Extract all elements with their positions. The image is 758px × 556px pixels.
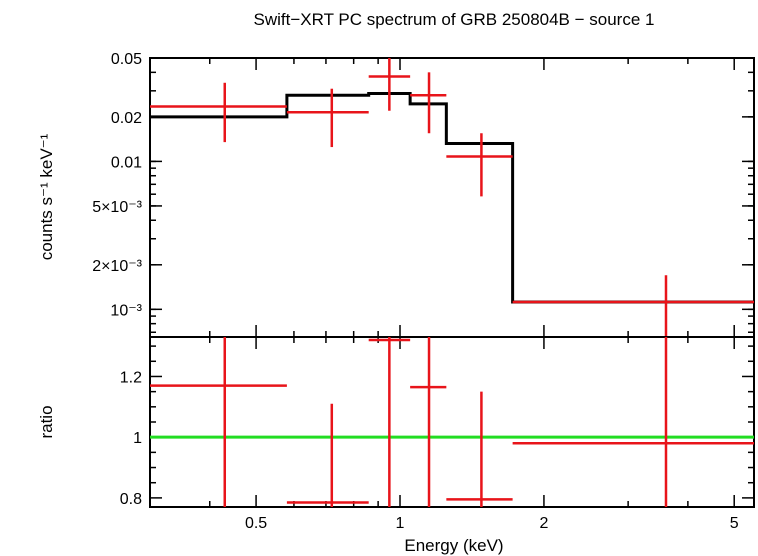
ratio-data-point bbox=[150, 337, 287, 507]
y-tick-label: 10⁻³ bbox=[110, 302, 142, 319]
spectrum-y-label: counts s⁻¹ keV⁻¹ bbox=[37, 133, 56, 260]
y-tick-label: 1 bbox=[133, 430, 142, 447]
spectrum-plot-frame bbox=[149, 57, 755, 338]
y-tick-label: 0.8 bbox=[120, 491, 142, 508]
spectrum-data-point bbox=[368, 58, 411, 111]
ratio-data-point bbox=[368, 337, 411, 507]
ratio-plot-frame bbox=[149, 336, 755, 508]
y-tick-label: 2×10⁻³ bbox=[92, 258, 142, 275]
spectrum-data-point bbox=[410, 72, 447, 134]
spectrum-panel: 0.05 0.02 0.01 5×10⁻³ 2×10⁻³ 10⁻³ bbox=[92, 51, 755, 338]
y-tick-label: 0.02 bbox=[111, 110, 142, 127]
spectrum-data-point bbox=[286, 88, 369, 148]
spectrum-data-point bbox=[446, 133, 513, 197]
y-tick-label: 0.05 bbox=[111, 51, 142, 68]
x-tick-label: 0.5 bbox=[245, 515, 267, 532]
ratio-data-point bbox=[410, 337, 447, 507]
x-tick-label: 5 bbox=[730, 515, 739, 532]
y-tick-label: 5×10⁻³ bbox=[92, 199, 142, 216]
ratio-data-point bbox=[512, 337, 754, 507]
spectrum-data-point bbox=[512, 275, 754, 337]
model-step-line bbox=[150, 91, 754, 304]
y-tick-label: 1.2 bbox=[120, 369, 142, 386]
spectrum-data-point bbox=[150, 82, 287, 143]
x-axis-label: Energy (keV) bbox=[404, 536, 503, 555]
x-tick-label: 2 bbox=[539, 515, 548, 532]
ratio-panel: 0.5 1 2 5 0.8 1 1.2 bbox=[120, 336, 755, 532]
x-tick-label: 1 bbox=[396, 515, 405, 532]
ratio-y-label: ratio bbox=[37, 405, 56, 438]
ratio-data-point bbox=[446, 391, 513, 507]
chart-title: Swift−XRT PC spectrum of GRB 250804B − s… bbox=[254, 10, 655, 29]
y-tick-label: 0.01 bbox=[111, 154, 142, 171]
ratio-data-point bbox=[286, 403, 369, 507]
